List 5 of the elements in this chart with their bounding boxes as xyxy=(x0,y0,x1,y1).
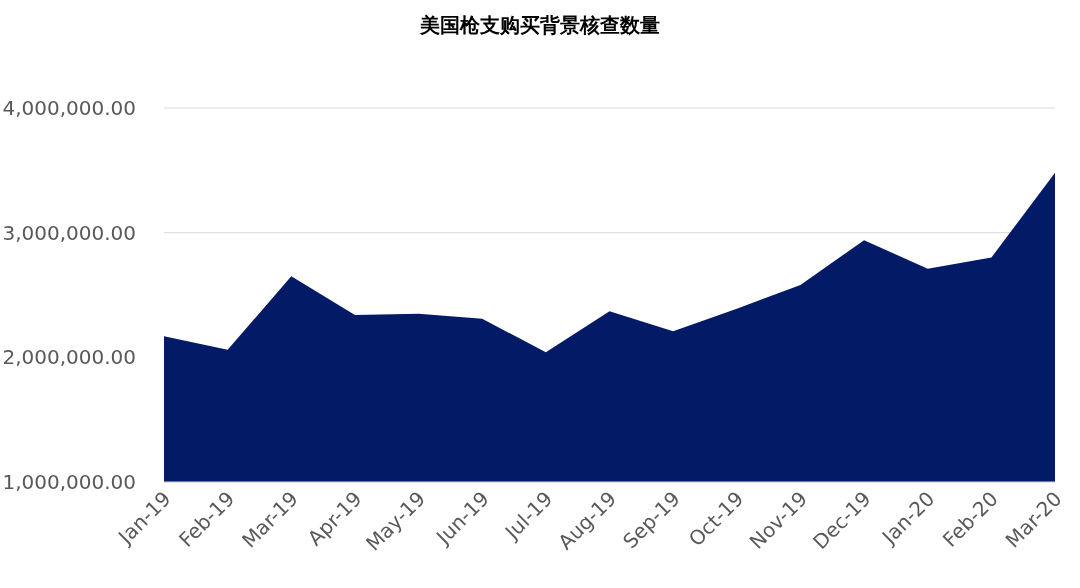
chart-title: 美国枪支购买背景核查数量 xyxy=(419,13,660,37)
y-tick-label: 4,000,000.00 xyxy=(2,96,136,120)
y-tick-label: 2,000,000.00 xyxy=(2,345,136,370)
y-tick-label: 3,000,000.00 xyxy=(2,220,136,245)
y-tick-label: 1,000,000.00 xyxy=(2,470,136,494)
